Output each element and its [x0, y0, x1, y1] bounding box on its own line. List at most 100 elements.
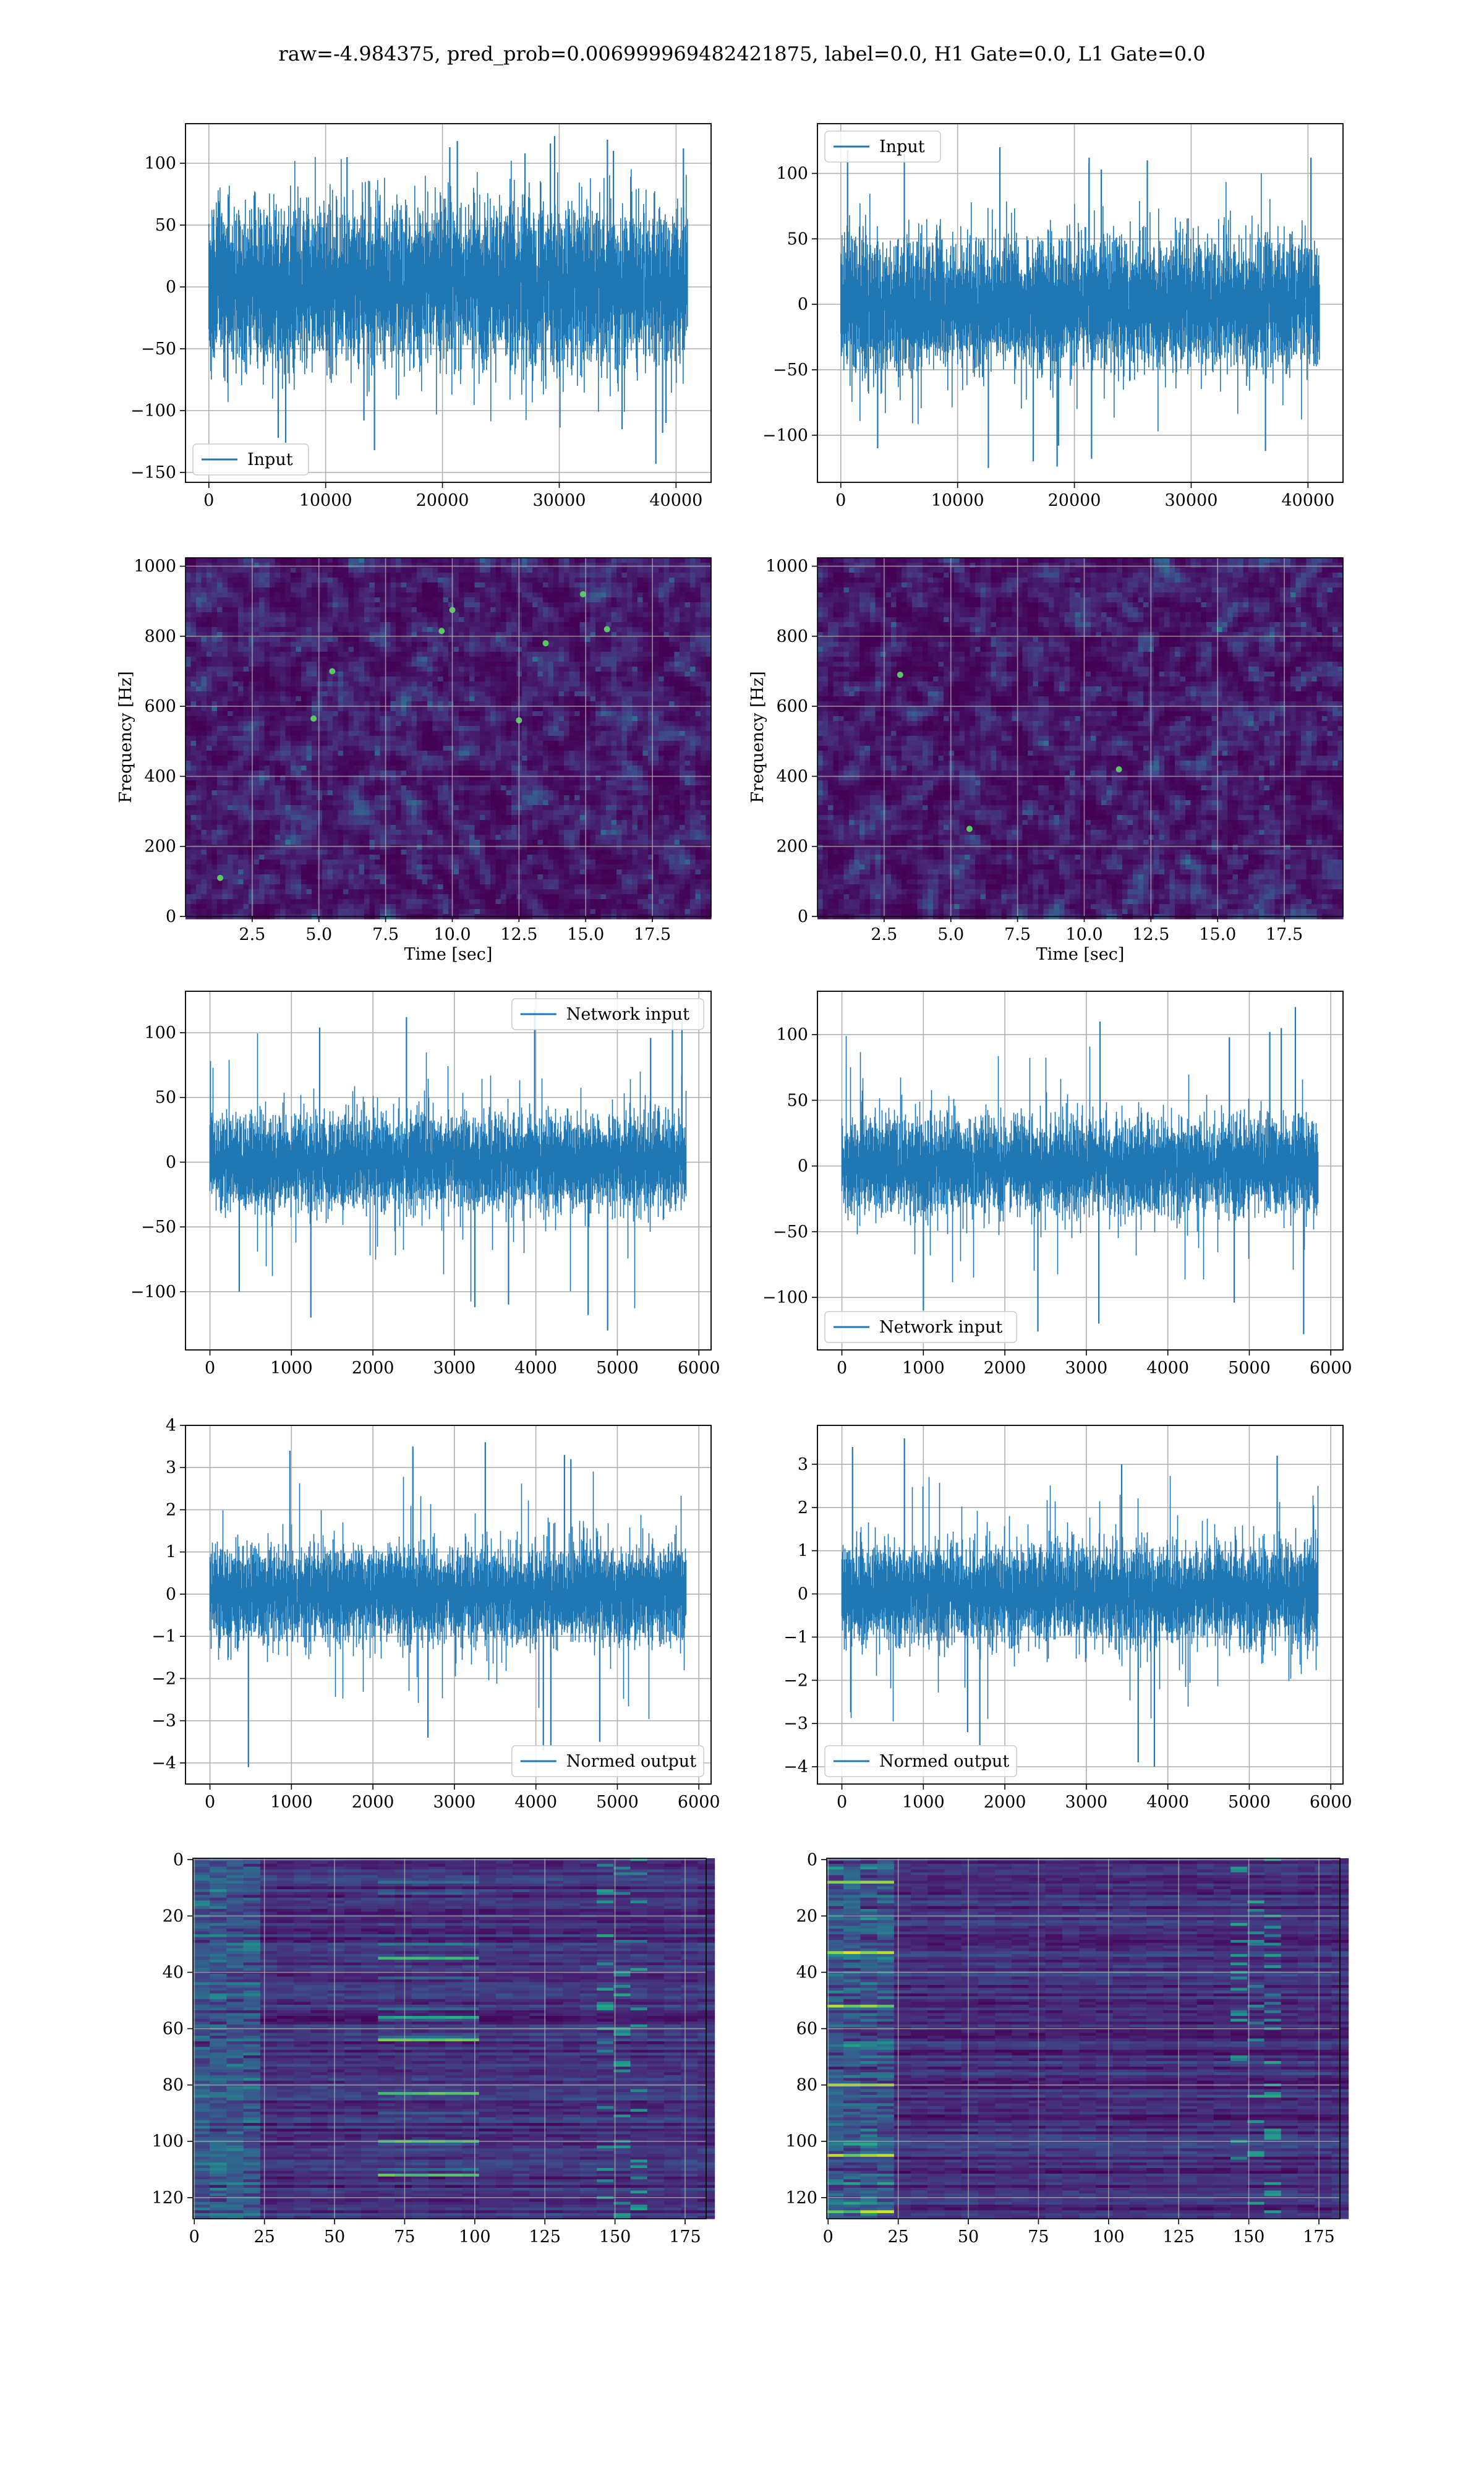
- spectrogram-cell: [207, 716, 212, 722]
- spectrogram-cell: [244, 780, 249, 786]
- spectrogram-cell: [564, 766, 569, 771]
- spectrogram-cell: [265, 612, 270, 618]
- spectrogram-cell: [280, 597, 286, 603]
- spectrogram-cell: [223, 736, 228, 741]
- spectrogram-cell: [228, 573, 233, 578]
- spectrogram-cell: [322, 652, 328, 657]
- spectrogram-cell: [675, 780, 680, 786]
- spectrogram-cell: [396, 597, 401, 603]
- spectrogram-cell: [622, 716, 628, 722]
- spectrogram-cell: [291, 716, 296, 722]
- spectrogram-cell: [654, 716, 659, 722]
- spectrogram-cell: [485, 785, 491, 791]
- spectrogram-cell: [254, 731, 260, 736]
- spectrogram-cell: [438, 612, 443, 618]
- spectrogram-cell: [391, 731, 396, 736]
- spectrogram-cell: [680, 583, 685, 588]
- spectrogram-cell: [401, 667, 407, 672]
- spectrogram-cell: [296, 672, 302, 677]
- spectrogram-cell: [265, 642, 270, 647]
- spectrogram-cell: [312, 652, 317, 657]
- spectrogram-cell: [202, 558, 207, 563]
- spectrogram-cell: [296, 731, 302, 736]
- spectrogram-cell: [312, 662, 317, 667]
- spectrogram-cell: [522, 607, 527, 613]
- spectrogram-cell: [569, 731, 575, 736]
- spectrogram-cell: [669, 741, 675, 746]
- spectrogram-cell: [527, 677, 533, 682]
- spectrogram-cell: [406, 587, 412, 593]
- spectrogram-cell: [391, 741, 396, 746]
- spectrogram-cell: [217, 637, 223, 642]
- spectrogram-cell: [485, 672, 491, 677]
- spectrogram-cell: [286, 696, 291, 702]
- spectrogram-cell: [238, 563, 244, 568]
- spectrogram-cell: [543, 691, 548, 697]
- spectrogram-cell: [275, 681, 281, 687]
- spectrogram-cell: [191, 662, 197, 667]
- spectrogram-cell: [532, 573, 538, 578]
- spectrogram-cell: [480, 686, 485, 692]
- spectrogram-cell: [349, 785, 354, 791]
- spectrogram-cell: [548, 642, 554, 647]
- spectrogram-cell: [296, 681, 302, 687]
- spectrogram-cell: [333, 731, 338, 736]
- spectrogram-cell: [532, 756, 538, 761]
- spectrogram-cell: [401, 701, 407, 707]
- spectrogram-cell: [643, 780, 649, 786]
- spectrogram-cell: [317, 701, 323, 707]
- spectrogram-cell: [228, 652, 233, 657]
- spectrogram-cell: [380, 622, 386, 628]
- spectrogram-cell: [391, 761, 396, 766]
- spectrogram-cell: [659, 622, 664, 628]
- spectrogram-cell: [591, 627, 596, 633]
- signal-trace: [209, 157, 688, 428]
- spectrogram-cell: [595, 711, 601, 717]
- spectrogram-cell: [217, 716, 223, 722]
- spectrogram-cell: [254, 642, 260, 647]
- spectrogram-cell: [244, 756, 249, 761]
- spectrogram-cell: [638, 652, 643, 657]
- spectrogram-cell: [375, 761, 380, 766]
- spectrogram-cell: [669, 647, 675, 652]
- spectrogram-cell: [307, 647, 312, 652]
- spectrogram-cell: [612, 563, 617, 568]
- spectrogram-cell: [275, 780, 281, 786]
- spectrogram-cell: [207, 731, 212, 736]
- spectrogram-cell: [233, 677, 239, 682]
- y-tick-label: 100: [144, 154, 176, 173]
- spectrogram-cell: [364, 672, 370, 677]
- spectrogram-cell: [427, 657, 433, 662]
- spectrogram-cell: [627, 568, 633, 573]
- spectrogram-cell: [511, 677, 517, 682]
- spectrogram-cell: [291, 741, 296, 746]
- spectrogram-cell: [328, 726, 333, 732]
- spectrogram-cell: [553, 691, 559, 697]
- spectrogram-cell: [448, 716, 454, 722]
- spectrogram-cell: [207, 602, 212, 608]
- spectrogram-cell: [448, 721, 454, 727]
- spectrogram-cell: [317, 785, 323, 791]
- spectrogram-cell: [427, 701, 433, 707]
- spectrogram-cell: [238, 647, 244, 652]
- spectrogram-cell: [354, 691, 359, 697]
- spectrogram-cell: [616, 637, 622, 642]
- spectrogram-cell: [459, 592, 464, 598]
- spectrogram-cell: [359, 736, 365, 741]
- spectrogram-cell: [217, 706, 223, 712]
- spectrogram-cell: [480, 761, 485, 766]
- spectrogram-cell: [480, 672, 485, 677]
- spectrogram-cell: [532, 766, 538, 771]
- spectrogram-cell: [307, 741, 312, 746]
- spectrogram-cell: [454, 578, 459, 583]
- spectrogram-cell: [612, 607, 617, 613]
- spectrogram-cell: [532, 716, 538, 722]
- spectrogram-cell: [438, 647, 443, 652]
- spectrogram-cell: [606, 667, 612, 672]
- spectrogram-cell: [612, 597, 617, 603]
- spectrogram-cell: [343, 771, 349, 776]
- spectrogram-cell: [496, 587, 501, 593]
- spectrogram-cell: [249, 790, 254, 796]
- spectrogram-cell: [448, 578, 454, 583]
- spectrogram-cell: [680, 741, 685, 746]
